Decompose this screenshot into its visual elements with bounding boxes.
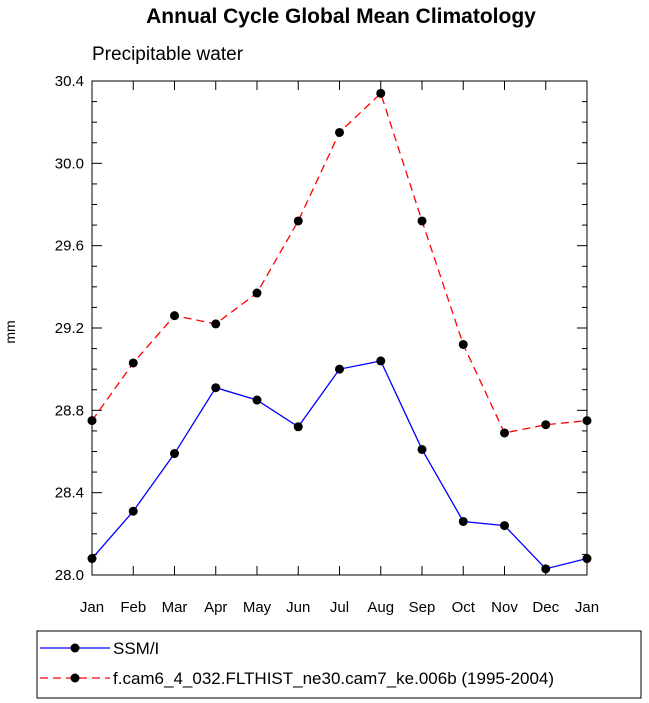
y-tick-label: 28.4: [55, 485, 84, 502]
x-tick-label: Mar: [162, 599, 188, 616]
chart-title: Annual Cycle Global Mean Climatology: [146, 5, 536, 28]
series-line-2: [91, 92, 588, 434]
y-tick-label: 29.6: [55, 238, 84, 255]
legend-box: [36, 630, 642, 699]
data-point: [376, 356, 386, 366]
data-point: [293, 216, 303, 226]
x-tick-label: Nov: [491, 599, 518, 616]
x-tick-label: Feb: [120, 599, 146, 616]
legend-marker: [70, 673, 80, 683]
data-point: [252, 395, 262, 405]
data-point: [170, 449, 179, 459]
y-tick-label: 29.2: [55, 320, 84, 337]
data-point: [417, 444, 427, 454]
y-tick-label: 30.0: [55, 155, 84, 172]
x-tick-label: Sep: [409, 599, 436, 616]
data-point: [582, 416, 592, 426]
x-tick-label: Oct: [452, 599, 476, 616]
legend-marker: [70, 643, 80, 653]
data-point: [335, 364, 344, 374]
x-tick-label: May: [243, 599, 272, 616]
data-point: [211, 383, 221, 393]
x-tick-label: Jan: [80, 599, 104, 616]
data-point: [128, 358, 138, 368]
y-tick-label: 28.8: [55, 402, 84, 419]
data-point: [211, 319, 221, 329]
data-point: [458, 339, 468, 349]
x-tick-label: Jul: [330, 599, 349, 616]
data-point: [170, 311, 179, 321]
data-point: [541, 420, 551, 430]
y-tick-label: 30.4: [55, 73, 84, 90]
data-point: [541, 564, 551, 574]
data-point: [458, 516, 468, 526]
series-line-1: [91, 360, 588, 570]
legend: SSM/I f.cam6_4_032.FLTHIST_ne30.cam7_ke.0…: [40, 639, 554, 688]
x-tick-label: Aug: [367, 599, 394, 616]
chart-subtitle: Precipitable water: [92, 44, 244, 65]
x-tick-label: Jan: [575, 599, 599, 616]
y-axis-label: mm: [2, 320, 18, 343]
x-tick-label: Dec: [532, 599, 559, 616]
x-tick-label: Jun: [286, 599, 310, 616]
data-point: [252, 288, 262, 298]
plot-frame: [91, 80, 588, 576]
data-point: [376, 88, 386, 98]
legend-label: f.cam6_4_032.FLTHIST_ne30.cam7_ke.006b (…: [113, 669, 554, 688]
legend-label: SSM/I: [113, 639, 159, 658]
data-point: [293, 422, 303, 432]
data-point: [417, 216, 427, 226]
y-tick-label: 28.0: [55, 567, 84, 584]
data-point: [500, 521, 509, 531]
data-point: [500, 428, 509, 438]
data-point: [87, 554, 97, 564]
data-point: [128, 506, 138, 516]
data-point: [582, 554, 592, 564]
data-point: [335, 127, 344, 137]
axes: Jan Feb Mar Apr May Jun Jul Aug Sep Oct Nov Dec Jan 2…: [55, 73, 599, 616]
data-point: [87, 416, 97, 426]
series-layer: [87, 88, 592, 574]
x-tick-label: Apr: [204, 599, 227, 616]
